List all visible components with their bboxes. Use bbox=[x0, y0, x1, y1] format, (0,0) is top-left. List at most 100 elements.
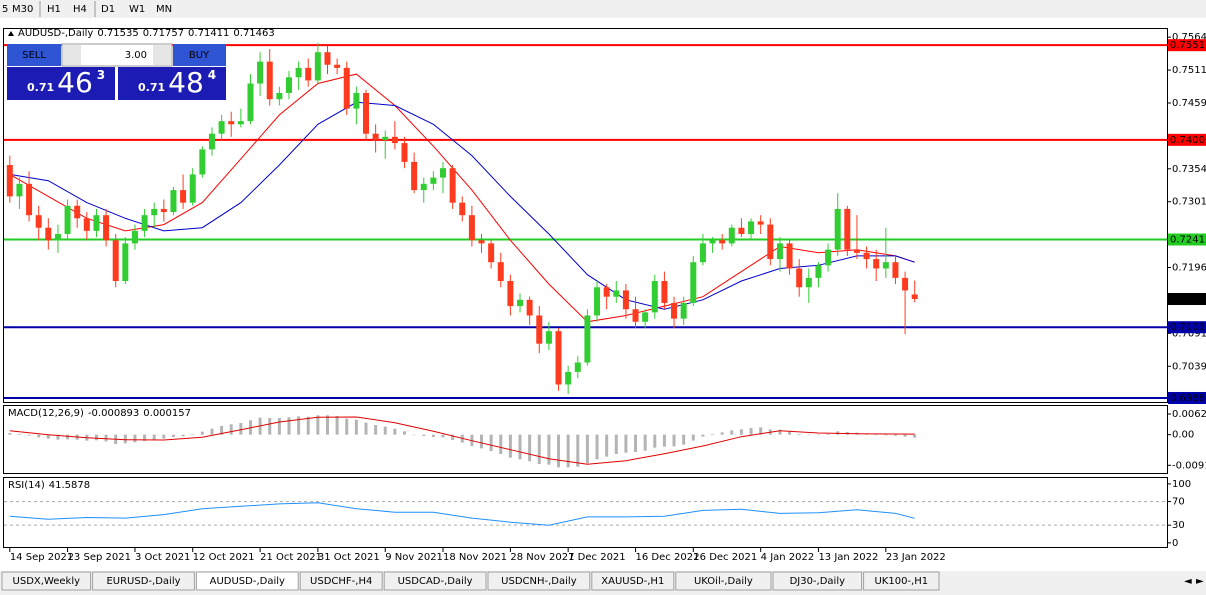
tab[interactable] bbox=[487, 571, 591, 591]
candle-body bbox=[545, 331, 552, 344]
candle-body bbox=[536, 315, 543, 344]
timeframe-button[interactable]: M30 bbox=[12, 4, 33, 15]
candle-body bbox=[728, 227, 735, 244]
candle-body bbox=[526, 299, 533, 316]
tab-label[interactable]: USDCNH-,Daily bbox=[501, 576, 577, 587]
indicator-header: RSI(14) 41.5878 bbox=[8, 480, 90, 491]
macd-bar bbox=[403, 431, 407, 435]
toolbar bbox=[0, 0, 1206, 18]
tab-label[interactable]: EURUSD-,Daily bbox=[106, 576, 180, 587]
tab-label[interactable]: USDX,Weekly bbox=[13, 576, 81, 587]
macd-bar bbox=[499, 434, 503, 454]
ohlc-value: 0.71463 bbox=[233, 28, 274, 39]
macd-bar bbox=[374, 425, 378, 435]
tab[interactable] bbox=[1, 571, 92, 591]
buy-button[interactable] bbox=[173, 44, 226, 66]
candle-body bbox=[189, 174, 196, 203]
candle-body bbox=[651, 281, 658, 313]
macd-bar bbox=[585, 434, 589, 464]
tab-label[interactable]: DJ30-,Daily bbox=[790, 576, 846, 587]
price-pips: 48 bbox=[168, 66, 204, 99]
candle-body bbox=[343, 67, 350, 109]
macd-bar bbox=[441, 434, 445, 438]
candle-body bbox=[228, 121, 235, 125]
timeframe-button[interactable]: H4 bbox=[73, 4, 87, 15]
macd-bar bbox=[605, 434, 609, 457]
macd-bar bbox=[422, 434, 426, 436]
macd-bar bbox=[133, 434, 137, 443]
tab[interactable] bbox=[772, 571, 863, 591]
macd-bar bbox=[220, 426, 224, 435]
lot-field[interactable] bbox=[61, 43, 173, 67]
tab-label[interactable]: UKOil-,Daily bbox=[694, 576, 753, 587]
macd-bar bbox=[528, 434, 532, 462]
candle-body bbox=[93, 215, 100, 231]
macd-bar bbox=[191, 434, 195, 435]
timeframe-button[interactable]: D1 bbox=[101, 4, 115, 15]
y-tick-label: 0.70915 bbox=[1172, 328, 1206, 339]
tab-label[interactable]: XAUUSD-,H1 bbox=[601, 576, 664, 587]
scroll-right[interactable]: ► bbox=[1196, 576, 1204, 587]
macd-bar bbox=[643, 434, 647, 451]
macd-bar bbox=[537, 434, 541, 464]
tab[interactable] bbox=[92, 571, 195, 591]
timeframe-button[interactable]: MN bbox=[156, 4, 172, 15]
price-label: 0.71463 bbox=[1170, 294, 1206, 305]
candle-body bbox=[699, 243, 706, 263]
sell-label[interactable]: SELL bbox=[22, 50, 46, 61]
macd-bar bbox=[711, 434, 715, 435]
tab-label[interactable]: UK100-,H1 bbox=[874, 576, 928, 587]
candle-body bbox=[305, 67, 312, 81]
sell-button[interactable] bbox=[7, 44, 61, 66]
macd-bar bbox=[364, 422, 368, 435]
candle-body bbox=[103, 215, 110, 241]
macd-bar bbox=[720, 432, 724, 435]
candle-body bbox=[459, 202, 466, 216]
buy-price-box[interactable] bbox=[118, 67, 226, 100]
tab[interactable] bbox=[675, 571, 772, 591]
macd-bar bbox=[210, 428, 214, 435]
macd-bar bbox=[634, 434, 638, 452]
candle-body bbox=[690, 262, 697, 303]
x-tick-label: 28 Nov 2021 bbox=[510, 552, 574, 563]
candle-body bbox=[555, 331, 562, 385]
macd-bar bbox=[566, 434, 570, 468]
candle-body bbox=[671, 302, 678, 319]
scroll-left[interactable]: ◄ bbox=[1184, 576, 1192, 587]
lot-down[interactable] bbox=[63, 45, 81, 65]
tab[interactable] bbox=[299, 571, 383, 591]
candle-body bbox=[497, 262, 504, 282]
candle-body bbox=[902, 277, 909, 291]
timeframe-button[interactable]: W1 bbox=[129, 4, 145, 15]
buy-price[interactable]: 0.71 48 4 bbox=[138, 66, 216, 99]
candle-body bbox=[170, 190, 177, 213]
macd-bar bbox=[143, 434, 147, 441]
sell-price[interactable]: 0.71 46 3 bbox=[27, 66, 105, 99]
macd-bar bbox=[325, 415, 329, 435]
tab[interactable] bbox=[863, 571, 940, 591]
tab-label[interactable]: AUDUSD-,Daily bbox=[210, 576, 285, 587]
candle-body bbox=[440, 168, 447, 178]
tab[interactable] bbox=[383, 571, 487, 591]
candle-body bbox=[199, 149, 206, 175]
lot-up[interactable] bbox=[153, 45, 171, 65]
lot-value[interactable]: 3.00 bbox=[125, 50, 147, 61]
buy-label[interactable]: BUY bbox=[189, 50, 210, 61]
y-tick-label: 70 bbox=[1172, 497, 1185, 508]
candle-body bbox=[276, 92, 283, 100]
tab[interactable] bbox=[195, 571, 299, 591]
candle-body bbox=[661, 281, 668, 303]
timeframe-button[interactable]: H1 bbox=[47, 4, 61, 15]
macd-bar bbox=[412, 434, 416, 436]
tab-label[interactable]: USDCHF-,H4 bbox=[310, 576, 372, 587]
indicator-title: RSI(14) bbox=[8, 480, 45, 491]
candle-body bbox=[285, 77, 292, 93]
x-tick-label: 13 Jan 2022 bbox=[818, 552, 878, 563]
candle-body bbox=[449, 168, 456, 203]
sell-price-box[interactable] bbox=[7, 67, 115, 100]
candle-body bbox=[131, 230, 138, 244]
rsi-line bbox=[9, 502, 915, 526]
tab-label[interactable]: USDCAD-,Daily bbox=[398, 576, 473, 587]
tab[interactable] bbox=[591, 571, 675, 591]
timeframe-button[interactable]: 5 bbox=[2, 4, 8, 15]
